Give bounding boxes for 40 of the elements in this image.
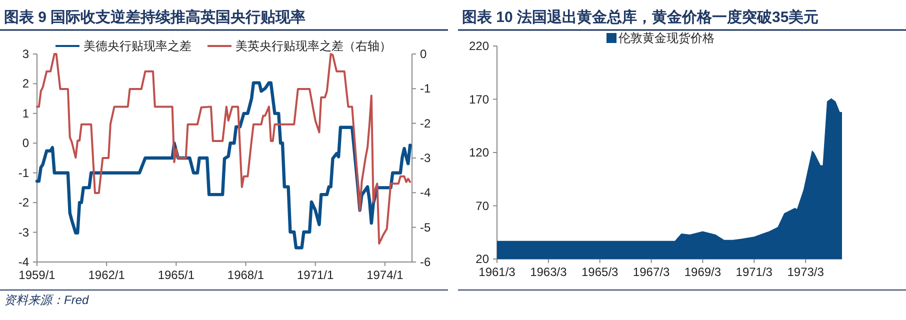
y-tick-label: -3 (18, 225, 30, 240)
y-tick-label: 20 (476, 252, 490, 266)
y2-tick-label: -4 (420, 186, 431, 200)
x-tick-label: 1969/3 (684, 265, 722, 279)
text: 资料来源：Fred (4, 293, 89, 307)
x-tick-label: 1967/3 (632, 265, 670, 279)
x-tick-label: 1962/1 (88, 268, 126, 282)
y-tick-label: -4 (18, 255, 30, 269)
y-tick-label: 0 (22, 136, 30, 150)
legend-label: 伦敦黄金现货价格 (618, 31, 714, 45)
x-tick-label: 1963/3 (530, 265, 568, 279)
y2-tick-label: 0 (420, 47, 427, 61)
y-tick-label: 170 (468, 92, 490, 106)
y2-tick-label: -2 (420, 116, 431, 130)
y-tick-label: -1 (18, 166, 30, 180)
y-tick-label: 2 (22, 76, 30, 91)
y2-tick-label: -5 (420, 220, 431, 234)
y-tick-label: 1 (22, 106, 30, 120)
x-tick-label: 1965/3 (582, 265, 619, 279)
y-tick-label: 120 (468, 146, 490, 160)
chart-title: 图表 10 法国退出黄金总库，黄金价格一度突破35美元 (462, 8, 819, 26)
x-tick-label: 1965/1 (158, 268, 195, 282)
y2-tick-label: -1 (420, 82, 431, 96)
x-tick-label: 1971/3 (736, 265, 773, 279)
x-tick-label: 1974/1 (366, 268, 404, 282)
x-tick-label: 1961/3 (478, 265, 516, 279)
legend-label: 美英央行贴现率之差（右轴） (236, 39, 392, 53)
x-tick-label: 1968/1 (227, 268, 264, 282)
y-tick-label: 3 (22, 47, 30, 61)
y-tick-label: -2 (18, 196, 30, 210)
y-tick-label: 70 (476, 198, 490, 213)
line-series (36, 53, 412, 245)
y2-tick-label: -3 (420, 151, 431, 165)
chart-title: 图表 9 国际收支逆差持续推高英国央行贴现率 (4, 8, 306, 26)
y2-tick-label: -6 (420, 255, 431, 269)
x-tick-label: 1959/1 (18, 268, 56, 282)
x-tick-label: 1973/3 (787, 265, 824, 279)
y-tick-label: 220 (468, 39, 490, 53)
x-tick-label: 1971/1 (297, 268, 334, 282)
legend-label: 美德央行贴现率之差 (84, 39, 192, 53)
